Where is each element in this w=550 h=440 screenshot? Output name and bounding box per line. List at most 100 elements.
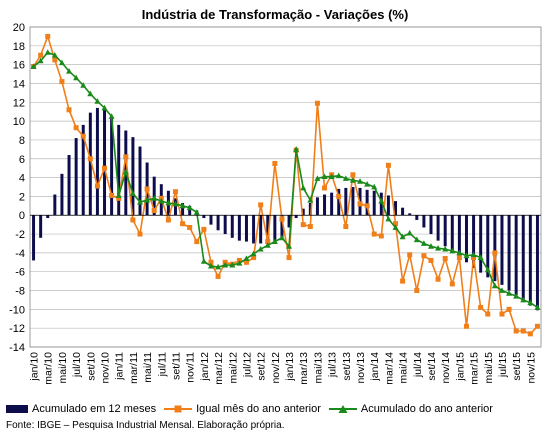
bar-12m — [46, 215, 50, 219]
point-monthly — [350, 172, 356, 178]
point-monthly — [442, 256, 448, 262]
point-monthly — [208, 259, 214, 265]
bar-12m — [457, 215, 461, 256]
point-monthly — [59, 79, 65, 85]
point-ytd — [342, 175, 349, 181]
bar-12m — [514, 215, 518, 296]
point-monthly — [187, 224, 193, 230]
point-monthly — [478, 304, 484, 310]
point-monthly — [492, 250, 498, 256]
y-tick-label: -2 — [15, 229, 25, 241]
point-monthly — [144, 186, 150, 192]
point-ytd — [129, 190, 136, 196]
bar-12m — [379, 192, 383, 216]
bar-12m — [535, 215, 539, 311]
point-ytd — [207, 262, 214, 269]
bar-12m — [308, 203, 312, 216]
point-monthly — [485, 311, 491, 317]
y-tick-label: 4 — [19, 173, 25, 185]
point-ytd — [101, 104, 108, 111]
x-tick-label: mar/13 — [298, 352, 310, 385]
y-tick-label: -8 — [15, 286, 25, 298]
bar-12m — [223, 215, 227, 235]
x-tick-label: mar/11 — [128, 352, 140, 384]
point-ytd — [520, 296, 527, 303]
point-ytd — [30, 63, 37, 69]
bar-12m — [95, 107, 99, 216]
point-monthly — [449, 281, 455, 287]
bar-12m — [32, 215, 36, 261]
bars-series — [32, 107, 539, 311]
point-monthly — [407, 252, 413, 258]
bar-12m — [521, 215, 525, 301]
point-ytd — [442, 245, 449, 252]
x-tick-label: nov/13 — [355, 352, 367, 384]
x-tick-label: jul/14 — [412, 352, 424, 378]
bar-12m — [450, 215, 454, 251]
point-monthly — [201, 226, 207, 232]
point-ytd — [271, 238, 278, 244]
point-monthly — [45, 33, 51, 39]
point-ytd — [534, 304, 541, 310]
point-monthly — [272, 160, 278, 166]
point-monthly — [243, 259, 249, 265]
point-ytd — [151, 195, 158, 201]
point-monthly — [400, 278, 406, 284]
bar-12m — [386, 195, 390, 216]
bar-12m — [351, 187, 355, 216]
point-monthly — [456, 255, 462, 261]
bar-12m — [408, 213, 412, 216]
chart-title: Indústria de Transformação - Variações (… — [141, 7, 409, 22]
bar-12m — [181, 203, 185, 216]
y-tick-label: 8 — [19, 135, 25, 147]
bar-12m — [372, 190, 376, 216]
bar-12m — [365, 189, 369, 216]
x-tick-label: set/15 — [511, 352, 523, 381]
point-monthly — [286, 255, 292, 261]
bar-12m — [103, 109, 107, 216]
bar-12m — [202, 215, 206, 219]
x-tick-label: mai/10 — [57, 352, 69, 384]
bar-12m — [301, 208, 305, 216]
point-monthly — [428, 257, 434, 263]
bar-12m — [287, 215, 291, 228]
y-tick-label: -12 — [9, 323, 25, 335]
x-tick-label: mai/11 — [142, 352, 154, 383]
point-monthly — [506, 306, 512, 312]
point-ytd — [364, 180, 371, 187]
y-tick-label: 18 — [13, 41, 25, 53]
point-monthly — [371, 231, 377, 237]
point-ytd — [357, 178, 364, 184]
point-ytd — [137, 198, 144, 205]
bar-12m — [472, 215, 476, 268]
point-ytd — [449, 247, 456, 254]
x-tick-label: mar/15 — [469, 352, 481, 385]
point-monthly — [80, 133, 86, 139]
point-ytd — [66, 68, 73, 74]
point-ytd — [506, 290, 513, 296]
bar-12m — [422, 215, 426, 228]
legend: Acumulado em 12 meses Igual mês do ano a… — [6, 402, 546, 416]
x-tick-label: jan/10 — [29, 352, 41, 382]
bar-12m — [237, 215, 241, 241]
point-ytd — [215, 263, 222, 270]
x-tick-label: jul/12 — [242, 352, 254, 378]
x-tick-label: mar/14 — [383, 352, 395, 385]
x-tick-label: jul/15 — [497, 352, 509, 378]
bar-12m — [209, 215, 213, 225]
point-ytd — [413, 236, 420, 243]
bar-12m — [88, 112, 92, 216]
y-tick-label: -6 — [15, 267, 25, 279]
y-tick-label: 2 — [19, 191, 25, 203]
point-ytd — [470, 251, 477, 258]
point-ytd — [51, 52, 58, 58]
bar-12m — [244, 215, 248, 242]
point-ytd — [200, 258, 207, 264]
lines-series — [30, 33, 541, 337]
line-ytd — [33, 51, 538, 309]
point-monthly — [463, 323, 469, 329]
point-ytd — [229, 261, 236, 268]
point-monthly — [102, 165, 108, 171]
grid-lines — [30, 26, 541, 348]
point-ytd — [498, 287, 505, 293]
